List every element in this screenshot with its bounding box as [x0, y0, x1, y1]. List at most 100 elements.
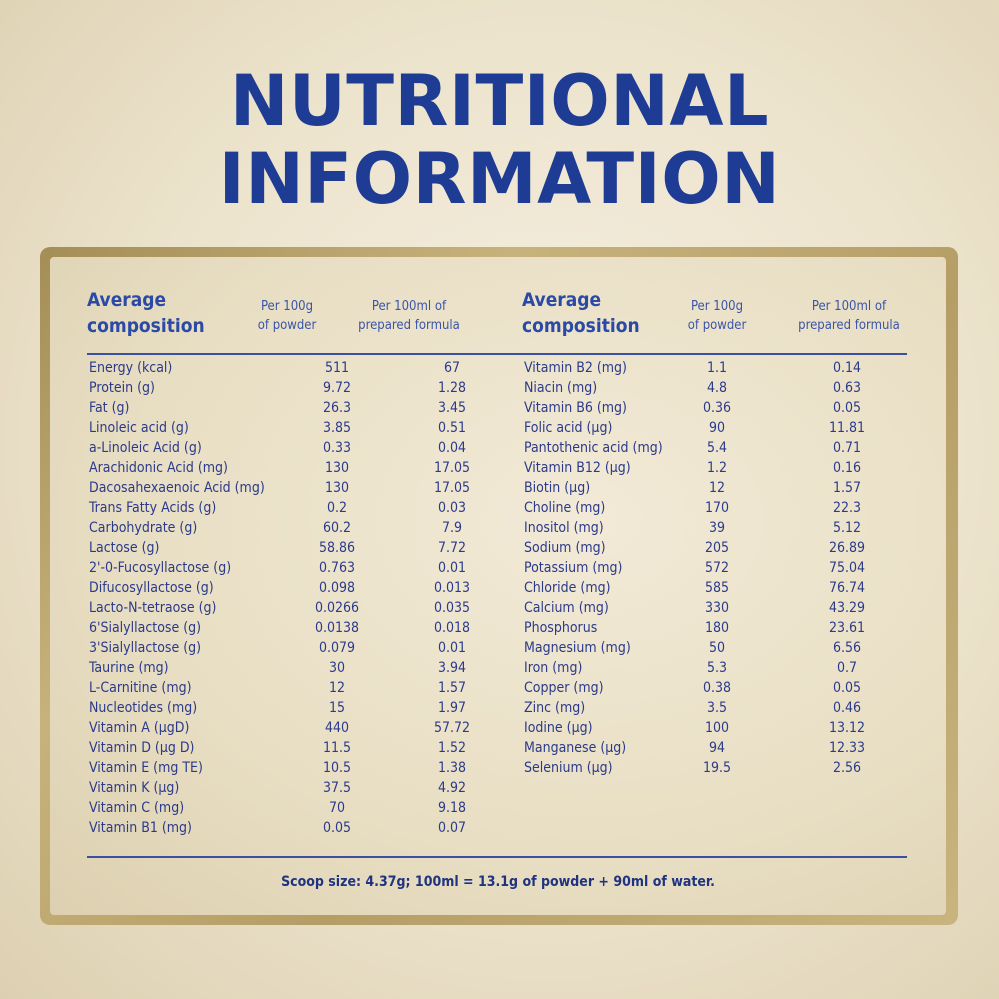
nutrient-name: Carbohydrate (g)	[89, 520, 198, 536]
value-per-100g: 12	[708, 480, 726, 496]
value-per-100g: 180	[704, 620, 730, 636]
value-per-100ml: 23.61	[828, 620, 866, 636]
value-per-100g: 39	[708, 520, 726, 536]
scoop-size-note: Scoop size: 4.37g; 100ml = 13.1g of powd…	[281, 874, 715, 890]
nutrient-name: Copper (mg)	[524, 680, 604, 696]
value-per-100g: 572	[704, 560, 730, 576]
value-per-100g: 11.5	[322, 740, 352, 756]
header-divider	[87, 353, 907, 355]
header-per-100ml: Per 100ml of prepared formula	[798, 299, 900, 333]
nutrient-name: 3'Sialyllactose (g)	[89, 640, 202, 656]
nutrient-name: Dacosahexaenoic Acid (mg)	[89, 480, 265, 496]
nutrient-name: Niacin (mg)	[524, 380, 598, 396]
value-per-100ml: 6.56	[832, 640, 862, 656]
value-per-100g: 5.4	[706, 440, 728, 456]
value-per-100ml: 0.7	[836, 660, 858, 676]
value-per-100ml: 7.72	[437, 540, 467, 556]
value-per-100g: 3.5	[706, 700, 728, 716]
nutrient-name: a-Linoleic Acid (g)	[89, 440, 202, 456]
value-per-100ml: 0.018	[433, 620, 471, 636]
value-per-100ml: 2.56	[832, 760, 862, 776]
value-per-100g: 585	[704, 580, 730, 596]
value-per-100ml: 0.07	[437, 820, 467, 836]
nutrient-name: 2'-0-Fucosyllactose (g)	[89, 560, 232, 576]
nutrient-name: Folic acid (µg)	[524, 420, 613, 436]
value-per-100g: 26.3	[322, 400, 352, 416]
value-per-100ml: 1.38	[437, 760, 467, 776]
nutrient-name: Pantothenic acid (mg)	[524, 440, 663, 456]
value-per-100ml: 0.03	[437, 500, 467, 516]
nutrient-name: Sodium (mg)	[524, 540, 606, 556]
value-per-100g: 1.1	[706, 360, 728, 376]
value-per-100g: 130	[324, 460, 350, 476]
value-per-100g: 12	[328, 680, 346, 696]
header-per-100ml: Per 100ml of prepared formula	[358, 299, 460, 333]
value-per-100ml: 26.89	[828, 540, 866, 556]
nutrient-name: Vitamin A (µgD)	[89, 720, 190, 736]
value-per-100g: 19.5	[702, 760, 732, 776]
nutrient-name: Vitamin D (µg D)	[89, 740, 195, 756]
nutrient-name: Inositol (mg)	[524, 520, 604, 536]
nutrient-name: Calcium (mg)	[524, 600, 609, 616]
value-per-100ml: 0.035	[433, 600, 471, 616]
value-per-100ml: 0.46	[832, 700, 862, 716]
value-per-100ml: 7.9	[441, 520, 463, 536]
value-per-100g: 1.2	[706, 460, 728, 476]
header-average-composition: Average composition	[87, 289, 205, 337]
value-per-100ml: 11.81	[828, 420, 866, 436]
nutrient-name: Protein (g)	[89, 380, 155, 396]
value-per-100g: 4.8	[706, 380, 728, 396]
value-per-100g: 0.0266	[314, 600, 360, 616]
nutrition-panel	[50, 257, 946, 915]
nutrient-name: Chloride (mg)	[524, 580, 611, 596]
nutrient-name: Zinc (mg)	[524, 700, 586, 716]
nutrient-name: Potassium (mg)	[524, 560, 623, 576]
nutrient-name: Biotin (µg)	[524, 480, 591, 496]
nutrient-name: Iodine (µg)	[524, 720, 593, 736]
value-per-100g: 511	[324, 360, 350, 376]
header-average-composition: Average composition	[522, 289, 640, 337]
value-per-100g: 15	[328, 700, 346, 716]
header-per-100g: Per 100g of powder	[687, 299, 747, 333]
value-per-100ml: 1.28	[437, 380, 467, 396]
value-per-100ml: 0.14	[832, 360, 862, 376]
nutrient-name: Fat (g)	[89, 400, 130, 416]
value-per-100ml: 22.3	[832, 500, 862, 516]
title-line-1: NUTRITIONAL	[229, 60, 770, 142]
value-per-100g: 0.33	[322, 440, 352, 456]
value-per-100g: 0.763	[318, 560, 356, 576]
value-per-100g: 94	[708, 740, 726, 756]
value-per-100ml: 9.18	[437, 800, 467, 816]
nutrient-name: Vitamin E (mg TE)	[89, 760, 203, 776]
value-per-100ml: 0.013	[433, 580, 471, 596]
value-per-100g: 205	[704, 540, 730, 556]
title-line-2: INFORMATION	[218, 138, 781, 220]
value-per-100ml: 12.33	[828, 740, 866, 756]
value-per-100ml: 0.51	[437, 420, 467, 436]
value-per-100g: 60.2	[322, 520, 352, 536]
value-per-100g: 10.5	[322, 760, 352, 776]
nutrient-name: Taurine (mg)	[89, 660, 169, 676]
value-per-100g: 440	[324, 720, 350, 736]
value-per-100ml: 17.05	[433, 460, 471, 476]
nutrient-name: Phosphorus	[524, 620, 598, 636]
nutrient-name: Choline (mg)	[524, 500, 606, 516]
value-per-100ml: 1.57	[437, 680, 467, 696]
nutrient-name: Lacto-N-tetraose (g)	[89, 600, 217, 616]
value-per-100g: 100	[704, 720, 730, 736]
nutrient-name: Lactose (g)	[89, 540, 160, 556]
value-per-100ml: 76.74	[828, 580, 866, 596]
value-per-100ml: 1.52	[437, 740, 467, 756]
nutrient-name: Vitamin C (mg)	[89, 800, 185, 816]
value-per-100ml: 57.72	[433, 720, 471, 736]
nutrient-name: Iron (mg)	[524, 660, 583, 676]
footer-divider	[87, 856, 907, 858]
nutrient-name: Difucosyllactose (g)	[89, 580, 214, 596]
nutrient-name: Vitamin K (µg)	[89, 780, 180, 796]
value-per-100g: 58.86	[318, 540, 356, 556]
nutrient-name: Vitamin B1 (mg)	[89, 820, 192, 836]
value-per-100ml: 3.94	[437, 660, 467, 676]
value-per-100g: 0.38	[702, 680, 732, 696]
value-per-100g: 9.72	[322, 380, 352, 396]
value-per-100ml: 0.04	[437, 440, 467, 456]
